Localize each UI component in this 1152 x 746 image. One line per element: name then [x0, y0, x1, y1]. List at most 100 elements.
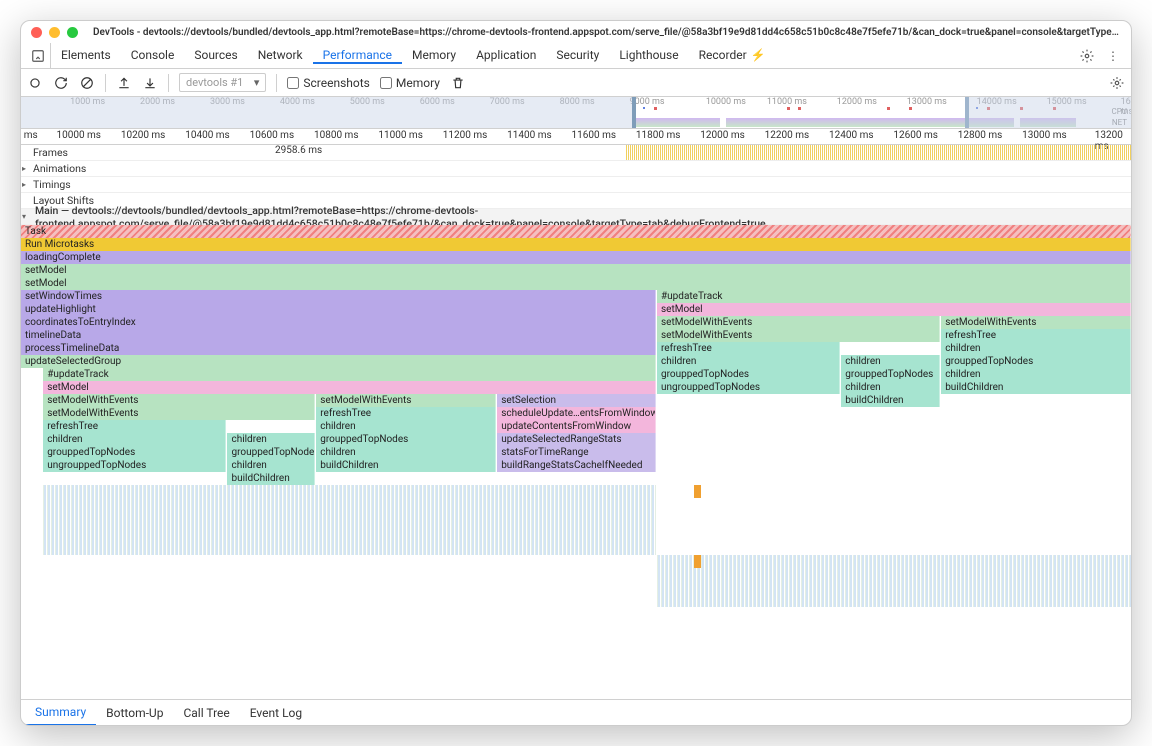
- flame-bar[interactable]: refreshTree: [43, 420, 226, 433]
- flame-bar[interactable]: setModel: [21, 277, 1131, 290]
- flame-bar[interactable]: grouppedTopNodes: [841, 368, 940, 381]
- tab-lighthouse[interactable]: Lighthouse: [609, 48, 688, 62]
- download-icon[interactable]: [142, 75, 158, 91]
- flame-bar[interactable]: grouppedTopNodes: [43, 446, 226, 459]
- flame-chart[interactable]: TaskRun MicrotasksloadingCompletesetMode…: [21, 225, 1131, 607]
- inspect-icon[interactable]: [25, 43, 51, 68]
- flame-bar[interactable]: buildRangeStatsCacheIfNeeded: [497, 459, 656, 472]
- flame-bar[interactable]: children: [941, 342, 1131, 355]
- trash-icon[interactable]: [450, 75, 466, 91]
- frames-track[interactable]: Frames 2958.6 ms: [21, 145, 1131, 161]
- flame-bar[interactable]: grouppedTopNodes: [941, 355, 1131, 368]
- flame-bar[interactable]: grouppedTopNodes: [316, 433, 496, 446]
- panel-settings-icon[interactable]: [1109, 75, 1125, 91]
- flame-bar[interactable]: children: [841, 355, 940, 368]
- minimize-icon[interactable]: [49, 27, 60, 38]
- tab-memory[interactable]: Memory: [402, 48, 466, 62]
- ruler-tick: 10400 ms: [185, 130, 230, 141]
- flame-bar[interactable]: Task: [21, 225, 1131, 238]
- timeline-overview[interactable]: 1000 ms2000 ms3000 ms4000 ms5000 ms6000 …: [21, 97, 1131, 129]
- flame-bar[interactable]: statsForTimeRange: [497, 446, 656, 459]
- flame-bar[interactable]: setModel: [43, 381, 656, 394]
- tab-security[interactable]: Security: [546, 48, 609, 62]
- flame-bar[interactable]: loadingComplete: [21, 251, 1131, 264]
- flame-bar[interactable]: setModel: [21, 264, 1131, 277]
- screenshots-checkbox[interactable]: Screenshots: [287, 76, 369, 90]
- flame-bar[interactable]: children: [941, 368, 1131, 381]
- flame-bar[interactable]: refreshTree: [657, 342, 840, 355]
- flame-bar[interactable]: buildChildren: [841, 394, 940, 407]
- flame-bar[interactable]: scheduleUpdate…entsFromWindow: [497, 407, 656, 420]
- close-icon[interactable]: [31, 27, 42, 38]
- memory-checkbox[interactable]: Memory: [380, 76, 440, 90]
- reload-icon[interactable]: [53, 75, 69, 91]
- bottom-tab-bottom-up[interactable]: Bottom-Up: [96, 700, 173, 725]
- flame-bar[interactable]: refreshTree: [316, 407, 496, 420]
- flame-bar[interactable]: ungrouppedTopNodes: [657, 381, 840, 394]
- flame-bar[interactable]: updateHighlight: [21, 303, 656, 316]
- flame-bar[interactable]: setModel: [657, 303, 1131, 316]
- flame-bar[interactable]: children: [316, 446, 496, 459]
- overview-handle-left[interactable]: [632, 97, 636, 128]
- ruler-tick: 10000 ms: [56, 130, 101, 141]
- flame-bar[interactable]: children: [227, 459, 315, 472]
- bottom-tab-call-tree[interactable]: Call Tree: [173, 700, 239, 725]
- flame-bar[interactable]: buildChildren: [316, 459, 496, 472]
- main-thread-header[interactable]: ▾ Main — devtools://devtools/bundled/dev…: [21, 209, 1131, 225]
- tab-sources[interactable]: Sources: [184, 48, 247, 62]
- flame-bar[interactable]: updateSelectedRangeStats: [497, 433, 656, 446]
- clear-icon[interactable]: [79, 75, 95, 91]
- ruler-tick: 11000 ms: [378, 130, 423, 141]
- ruler-tick: 12600 ms: [893, 130, 938, 141]
- flame-bar[interactable]: Run Microtasks: [21, 238, 1131, 251]
- flame-bar[interactable]: setSelection: [497, 394, 656, 407]
- detail-ruler[interactable]: 800 ms10000 ms10200 ms10400 ms10600 ms10…: [21, 129, 1131, 145]
- ruler-tick: 11800 ms: [636, 130, 681, 141]
- flame-bar[interactable]: refreshTree: [941, 329, 1131, 342]
- flame-bar[interactable]: processTimelineData: [21, 342, 656, 355]
- flame-bar[interactable]: updateSelectedGroup: [21, 355, 656, 368]
- record-icon[interactable]: [27, 75, 43, 91]
- flame-bar[interactable]: grouppedTopNodes: [227, 446, 315, 459]
- session-select[interactable]: devtools #1: [179, 73, 266, 92]
- timings-track[interactable]: ▸ Timings: [21, 177, 1131, 193]
- overview-mask-left: [21, 97, 632, 128]
- flame-bar[interactable]: setModelWithEvents: [43, 407, 315, 420]
- bottom-tab-event-log[interactable]: Event Log: [240, 700, 312, 725]
- session-label: devtools #1: [186, 76, 243, 89]
- flame-bar[interactable]: #updateTrack: [43, 368, 656, 381]
- tab-performance[interactable]: Performance: [313, 48, 402, 64]
- flame-bar[interactable]: children: [841, 381, 940, 394]
- flame-bar[interactable]: children: [227, 433, 315, 446]
- maximize-icon[interactable]: [67, 27, 78, 38]
- animations-track[interactable]: ▸ Animations: [21, 161, 1131, 177]
- flame-bar[interactable]: coordinatesToEntryIndex: [21, 316, 656, 329]
- frame-time: 2958.6 ms: [275, 145, 322, 156]
- bottom-tab-summary[interactable]: Summary: [25, 701, 96, 726]
- flame-bar[interactable]: setModelWithEvents: [941, 316, 1131, 329]
- flame-bar[interactable]: children: [657, 355, 840, 368]
- flame-bar[interactable]: children: [43, 433, 226, 446]
- flame-bar[interactable]: setModelWithEvents: [657, 329, 940, 342]
- flame-bar[interactable]: setModelWithEvents: [316, 394, 496, 407]
- tab-network[interactable]: Network: [248, 48, 313, 62]
- tab-recorder[interactable]: Recorder ⚡: [689, 48, 776, 62]
- overview-tick: 11000 ms: [767, 97, 807, 107]
- flame-bar[interactable]: setModelWithEvents: [43, 394, 315, 407]
- more-icon[interactable]: ⋮: [1105, 48, 1121, 64]
- upload-icon[interactable]: [116, 75, 132, 91]
- tab-application[interactable]: Application: [466, 48, 546, 62]
- tab-elements[interactable]: Elements: [51, 48, 121, 62]
- flame-bar[interactable]: updateContentsFromWindow: [497, 420, 656, 433]
- tab-console[interactable]: Console: [121, 48, 185, 62]
- flame-bar[interactable]: #updateTrack: [657, 290, 1131, 303]
- flame-bar[interactable]: timelineData: [21, 329, 656, 342]
- flame-bar[interactable]: buildChildren: [227, 472, 315, 485]
- flame-bar[interactable]: children: [316, 420, 496, 433]
- settings-gear-icon[interactable]: [1079, 48, 1095, 64]
- flame-bar[interactable]: setModelWithEvents: [657, 316, 940, 329]
- flame-bar[interactable]: grouppedTopNodes: [657, 368, 840, 381]
- flame-bar[interactable]: ungrouppedTopNodes: [43, 459, 226, 472]
- flame-bar[interactable]: setWindowTimes: [21, 290, 656, 303]
- flame-bar[interactable]: buildChildren: [941, 381, 1131, 394]
